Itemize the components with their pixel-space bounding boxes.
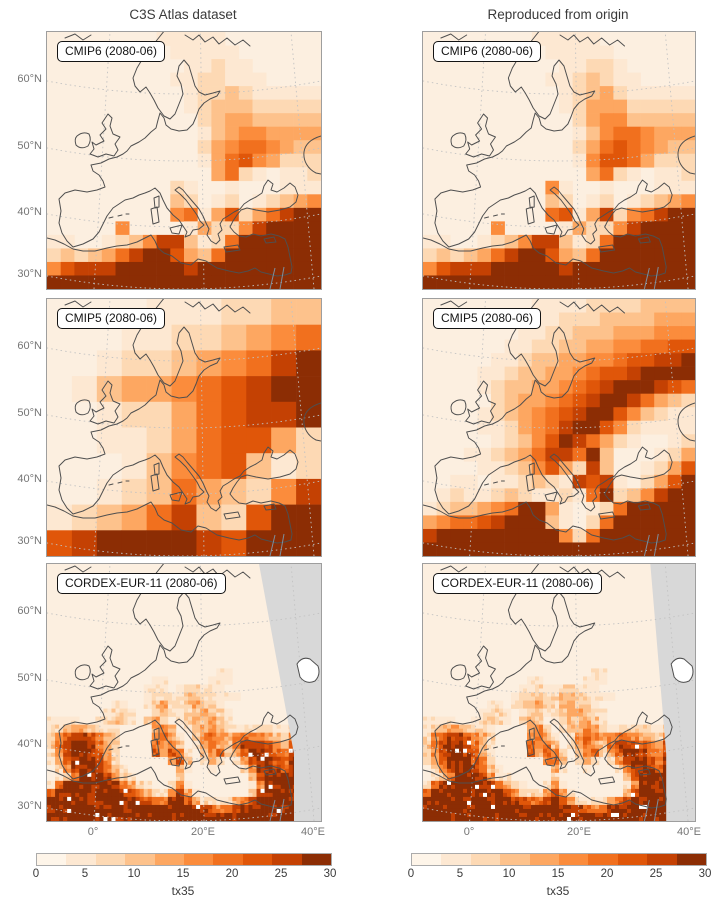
- colorbar-tick-label: 0: [32, 868, 40, 880]
- lat-tick-label: 60°N: [17, 73, 42, 85]
- colorbar-segment: [125, 854, 155, 865]
- colorbar-segment: [272, 854, 302, 865]
- colorbar-tick-label: 5: [456, 868, 464, 880]
- colorbar-segment: [95, 854, 126, 865]
- lat-tick-label: 30°N: [17, 535, 42, 547]
- map-panel-cordex-eur-11-left: CORDEX-EUR-11 (2080-06): [46, 563, 322, 822]
- colorbar-tick-label: 20: [600, 868, 614, 880]
- panel-label: CORDEX-EUR-11 (2080-06): [57, 573, 226, 594]
- colorbar: [36, 853, 332, 866]
- lat-tick-label: 30°N: [17, 268, 42, 280]
- panel-label: CORDEX-EUR-11 (2080-06): [433, 573, 602, 594]
- colorbar-tick-label: 10: [502, 868, 516, 880]
- map-canvas: [423, 564, 695, 821]
- colorbar-segment: [676, 854, 707, 865]
- colorbar-segment: [647, 854, 677, 865]
- map-canvas: [47, 32, 321, 289]
- colorbar: [411, 853, 707, 866]
- colorbar-tick-label: 0: [407, 868, 415, 880]
- lat-tick-label: 30°N: [17, 800, 42, 812]
- map-canvas: [423, 299, 695, 556]
- column-title-right: Reproduced from origin: [487, 7, 629, 22]
- colorbar-tick-label: 30: [698, 868, 712, 880]
- panel-label: CMIP6 (2080-06): [433, 41, 542, 62]
- lat-tick-label: 60°N: [17, 340, 42, 352]
- lon-tick-label: 20°E: [567, 826, 591, 838]
- map-panel-cmip6-right: CMIP6 (2080-06): [422, 31, 696, 290]
- map-canvas: [47, 299, 321, 556]
- colorbar-tick-label: 25: [274, 868, 288, 880]
- map-canvas: [423, 32, 695, 289]
- colorbar-tick-label: 30: [323, 868, 337, 880]
- colorbar-tick-label: 10: [127, 868, 141, 880]
- map-panel-cmip5-right: CMIP5 (2080-06): [422, 298, 696, 557]
- colorbar-segment: [242, 854, 273, 865]
- colorbar-segment: [529, 854, 560, 865]
- colorbar-tick-label: 20: [225, 868, 239, 880]
- colorbar-segment: [412, 854, 442, 865]
- colorbar-segment: [617, 854, 648, 865]
- colorbar-tick-label: 15: [176, 868, 190, 880]
- lat-tick-label: 40°N: [17, 473, 42, 485]
- colorbar-segment: [588, 854, 618, 865]
- lon-tick-label: 40°E: [301, 826, 325, 838]
- colorbar-variable-label: tx35: [546, 884, 570, 898]
- map-panel-cmip6-left: CMIP6 (2080-06): [46, 31, 322, 290]
- column-title-left: C3S Atlas dataset: [129, 7, 237, 22]
- colorbar-segment: [559, 854, 589, 865]
- panel-label: CMIP5 (2080-06): [433, 308, 542, 329]
- lon-tick-label: 0°: [463, 826, 475, 838]
- map-canvas: [47, 564, 321, 821]
- colorbar-segment: [213, 854, 243, 865]
- panel-label: CMIP5 (2080-06): [57, 308, 166, 329]
- colorbar-variable-label: tx35: [171, 884, 195, 898]
- colorbar-segment: [301, 854, 332, 865]
- lon-tick-label: 0°: [87, 826, 99, 838]
- colorbar-segment: [441, 854, 471, 865]
- panel-label: CMIP6 (2080-06): [57, 41, 166, 62]
- colorbar-segment: [184, 854, 214, 865]
- map-panel-cordex-eur-11-right: CORDEX-EUR-11 (2080-06): [422, 563, 696, 822]
- lat-tick-label: 50°N: [17, 407, 42, 419]
- colorbar-tick-label: 5: [81, 868, 89, 880]
- colorbar-segment: [500, 854, 530, 865]
- colorbar-segment: [37, 854, 67, 865]
- lon-tick-label: 40°E: [677, 826, 701, 838]
- lon-tick-label: 20°E: [191, 826, 215, 838]
- colorbar-tick-label: 25: [649, 868, 663, 880]
- colorbar-segment: [470, 854, 501, 865]
- map-panel-cmip5-left: CMIP5 (2080-06): [46, 298, 322, 557]
- lat-tick-label: 40°N: [17, 738, 42, 750]
- colorbar-segment: [154, 854, 185, 865]
- lat-tick-label: 50°N: [17, 672, 42, 684]
- colorbar-segment: [66, 854, 96, 865]
- colorbar-tick-label: 15: [551, 868, 565, 880]
- lat-tick-label: 60°N: [17, 605, 42, 617]
- lat-tick-label: 40°N: [17, 206, 42, 218]
- lat-tick-label: 50°N: [17, 140, 42, 152]
